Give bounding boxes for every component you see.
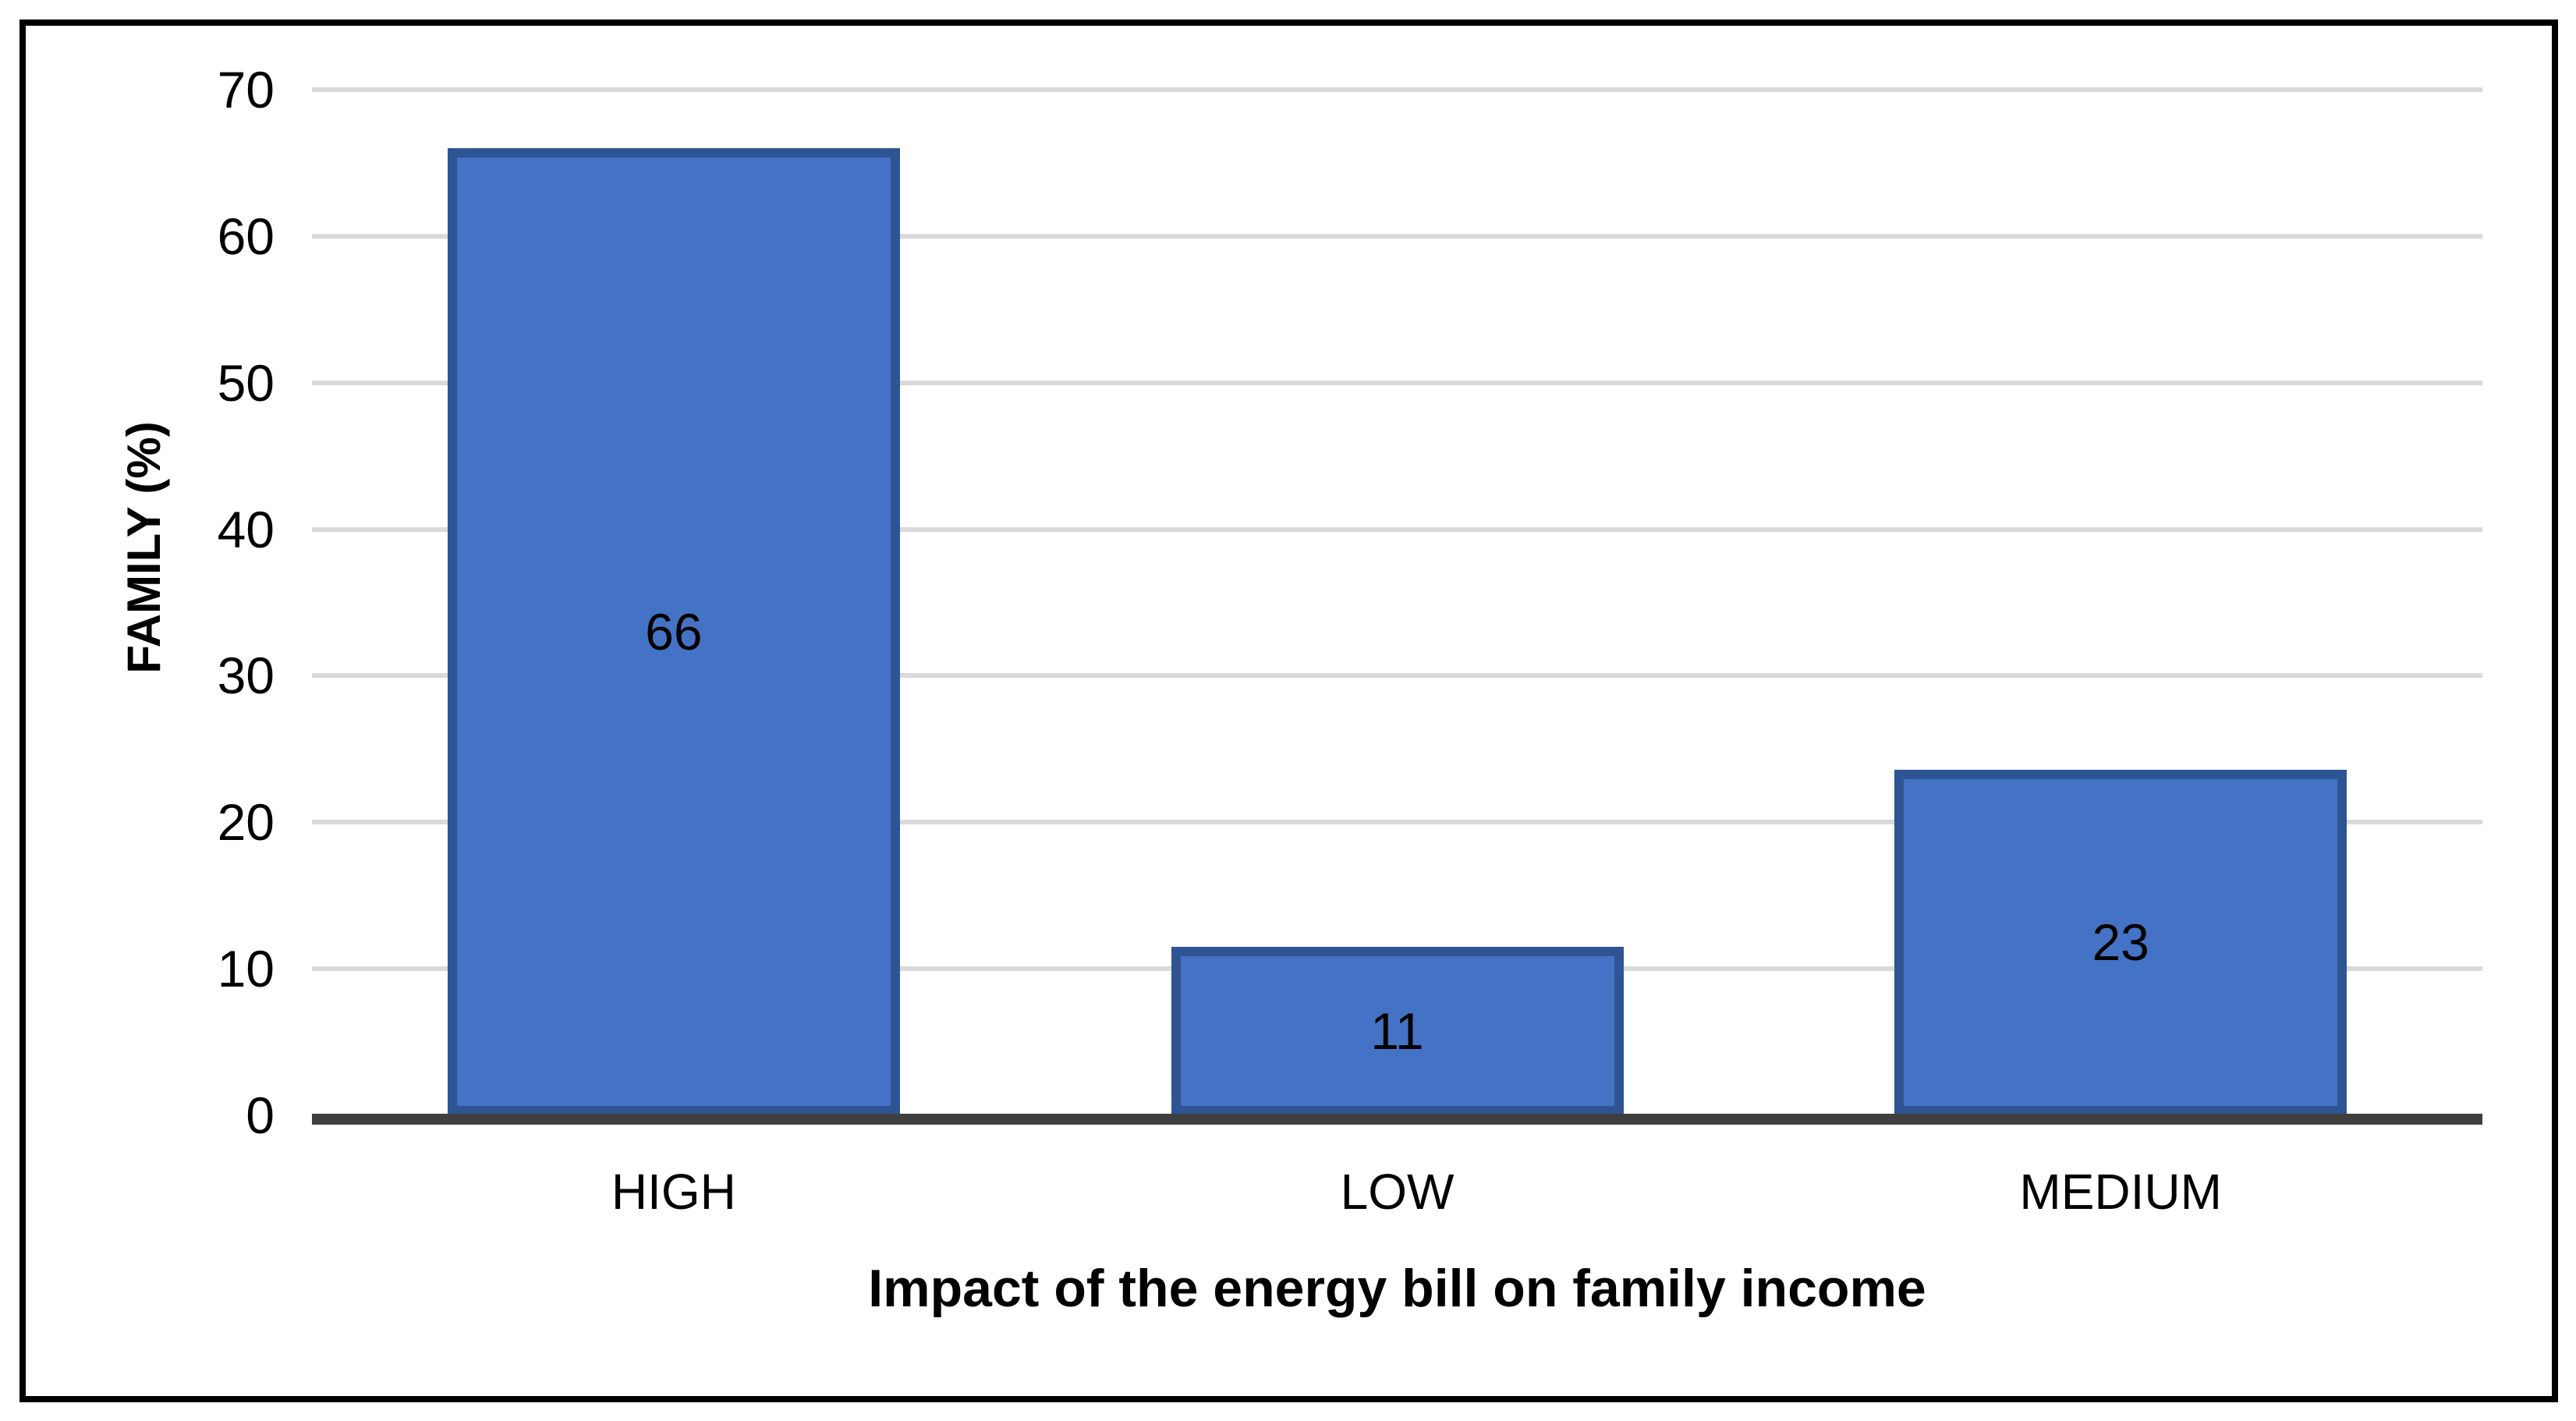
y-tick-label-30: 30: [217, 647, 275, 705]
bar-high: 66: [447, 148, 900, 1115]
x-axis-line: [312, 1114, 2482, 1125]
y-gridline-70: [312, 87, 2482, 92]
y-tick-label-10: 10: [217, 940, 275, 998]
figure-frame: [19, 19, 2558, 1402]
y-tick-label-50: 50: [217, 353, 275, 412]
plot-area: 66 11 23: [312, 87, 2482, 1115]
x-axis-title: Impact of the energy bill on family inco…: [868, 1259, 1926, 1318]
bar-medium: 23: [1894, 769, 2347, 1115]
bar-value-label-high: 66: [645, 603, 703, 661]
y-gridline-20: [312, 820, 2482, 825]
y-gridline-50: [312, 380, 2482, 385]
x-category-label-high: HIGH: [611, 1164, 736, 1220]
y-tick-label-40: 40: [217, 500, 275, 558]
x-category-label-medium: MEDIUM: [2019, 1164, 2222, 1220]
y-tick-label-60: 60: [217, 207, 275, 265]
y-gridline-40: [312, 526, 2482, 532]
bar-low: 11: [1171, 946, 1624, 1115]
bar-value-label-low: 11: [1370, 1001, 1424, 1060]
y-tick-label-70: 70: [217, 61, 275, 119]
y-gridline-60: [312, 233, 2482, 239]
bar-value-label-medium: 23: [2092, 913, 2149, 972]
y-tick-label-0: 0: [246, 1086, 275, 1144]
y-tick-label-20: 20: [217, 793, 275, 852]
y-gridline-30: [312, 673, 2482, 679]
x-category-label-low: LOW: [1340, 1164, 1455, 1220]
